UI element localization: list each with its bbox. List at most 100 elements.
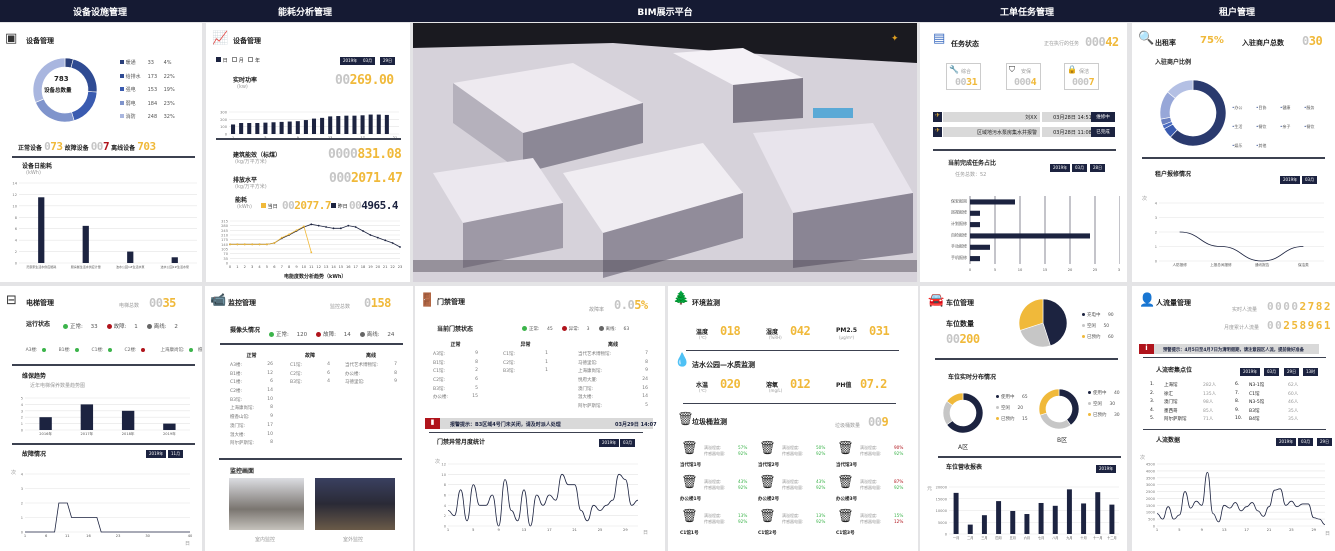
elevator-item[interactable]: 檀香山馆: [195,347,202,356]
elevator-item[interactable]: B1楼: [48,347,81,356]
maintenance-subtitle: 近年电梯保养数量趋势图 [30,383,86,389]
access-alert-text: 报警提示：B3区域4号门未关闭，请及时派人处理 [450,422,561,428]
day-select[interactable]: 29日 [1284,368,1300,376]
bim-3d-model[interactable]: ✦ [413,23,917,282]
day-select[interactable]: 29日 [1317,438,1333,446]
hour-select[interactable]: 13时 [1303,368,1319,376]
period-day[interactable]: 日 [222,58,228,64]
bin-item[interactable]: 🗑 C1馆1号 满溢程度: 13% 传感器电量: 92% [680,509,748,536]
elevator-item[interactable]: C1楼: [81,347,114,356]
people-yunit: 次 [1140,455,1146,461]
month-select[interactable]: 03月 [1302,176,1318,184]
repair-title: 租户报修情况 [1155,171,1192,178]
bin-item[interactable]: 🗑 当代馆2号 满溢程度: 50% 传感器电量: 92% [758,441,826,468]
day-select[interactable]: 29日 [380,57,396,65]
run-status-title: 运行状态 [26,321,51,328]
year-select[interactable]: 2019年 [1276,438,1297,446]
data-point [310,251,313,254]
monitor-total-label: 监控总数 [330,304,351,310]
indoor-camera-feed[interactable] [229,478,304,530]
period-month[interactable]: 月 [238,58,244,64]
status-item: 离线: 2 [146,324,178,330]
year-select[interactable]: 2019年 [340,57,361,65]
revenue-bar-chart: 0 5000 10000 15000 20000 一月 二月 三月 四月 五月 六月 七月 八月 九月 十月… [936,486,1119,540]
normal-label: 正常设备 [18,145,43,152]
month-select[interactable]: 03月 [620,439,636,447]
legend-item: 已预约 60 [1082,334,1114,345]
efficiency-label: 建筑能效（标煤） [233,152,282,159]
x-tick-label: 40 [188,534,193,538]
daily-energy-unit: (kWh) [26,170,41,176]
bin-item[interactable]: 🗑 办公楼3号 满溢程度: 87% 传感器电量: 92% [836,475,904,502]
divider [12,443,195,445]
year-select[interactable]: 2019年 [1280,176,1301,184]
tenant-count: 030 [1302,34,1323,48]
consumption-unit: (kWh) [237,204,252,210]
y-tick-label: 4 [1155,202,1158,206]
tenant-panel: 🔍 出租率 75% 入驻商户总数 030 入驻商户比例 •办公 •目协 •健康 •服务… [1132,23,1335,282]
month-select[interactable]: 11月 [168,450,184,458]
month-select[interactable]: 03月 [1298,438,1314,446]
year-select[interactable]: 2019年 [599,439,620,447]
section-title-energy: 能耗分析管理 [277,8,333,18]
status-row: 悦府大厦: 24 [578,377,648,384]
bim-viewport[interactable]: ✦ [413,23,917,282]
efficiency-value: 0000831.08 [328,147,402,162]
data-point [347,224,350,227]
card-cleaning[interactable]: 🔒 保洁 0007 [1064,63,1099,90]
device-legend-item: 消防 248 32% [120,113,175,127]
zone-b-label: B区 [1057,437,1068,444]
period-year[interactable]: 年 [255,58,261,64]
x-tick-label: 13 [324,265,329,269]
status-row: C2馆: 6 [433,377,478,384]
year-select[interactable]: 2019年 [146,450,167,458]
elevator-item[interactable]: 上海康尚馆: [147,347,195,356]
y-tick-label: 计划报修 [951,220,967,226]
car-icon: 🚘 [928,293,945,308]
checkbox-year[interactable] [248,57,254,62]
tenant-legend-item: •目协 [1256,105,1267,110]
trash-bin-icon: 🗑 [759,441,776,456]
card-security[interactable]: ⛉ 安保 0004 [1006,63,1041,90]
outdoor-camera-feed[interactable] [315,478,395,530]
year-select[interactable]: 2019年 [1240,368,1261,376]
checkbox-day[interactable] [216,57,221,62]
parking-count: 00200 [946,332,980,346]
divider [220,343,403,345]
y-tick-label: 4 [21,473,24,477]
checkbox-month[interactable] [232,57,238,62]
bar [80,404,94,430]
elevator-icon: ⊟ [6,293,17,308]
bin-item[interactable]: 🗑 办公楼2号 满溢程度: 43% 传感器电量: 92% [758,475,826,502]
alert-door-icon: ▮ [425,418,440,429]
month-select[interactable]: 03月 [360,57,376,65]
status-row: 马德里馆: 9 [345,379,397,386]
year-select[interactable]: 2019年 [1050,164,1071,172]
y-tick-label: 8 [444,483,447,487]
day-select[interactable]: 28日 [1090,164,1106,172]
year-select[interactable]: 2019年 [1096,465,1117,473]
month-select[interactable]: 03月 [1264,368,1280,376]
bin-item[interactable]: 🗑 当代馆3号 满溢程度: 90% 传感器电量: 92% [836,441,904,468]
bin-item[interactable]: 🗑 当代馆1号 满溢程度: 57% 传感器电量: 92% [680,441,748,468]
trash-bin-icon: 🗑 [681,441,698,456]
x-tick-label: 1 [236,265,238,269]
tenant-legend-item: •办公 [1232,105,1243,110]
people-alert-bar[interactable]: i 预警提示：4月5日至4月7日为清明假期，请注意园区人流，提前做好准备 [1139,344,1319,354]
status-item: 离线: 24 [359,332,394,338]
bin-item[interactable]: 🗑 C1馆3号 满溢程度: 15% 传感器电量: 12% [836,509,904,536]
card-general[interactable]: 🔧 综合 0031 [946,63,981,90]
bin-item[interactable]: 🗑 C1馆2号 满溢程度: 13% 传感器电量: 92% [758,509,826,536]
x-tick-label: 2016年 [39,431,52,436]
y-tick-label: 3 [21,487,23,491]
task-row[interactable]: ✈ 刘XX 03月28日 14:51 维修中 [933,112,1115,122]
elevator-item[interactable]: A3楼: [15,347,48,356]
task-row[interactable]: ✈ 区域地污水泵房集水井报警 03月28日 11:08 已完成 [933,127,1115,137]
elevator-item[interactable]: C2楼: [114,347,147,356]
bin-item[interactable]: 🗑 办公楼1号 满溢程度: 43% 传感器电量: 92% [680,475,748,502]
month-select[interactable]: 03月 [1072,164,1088,172]
period-toggle[interactable]: 日 月 年 [216,57,260,64]
status-row: B1楼: 12 [230,370,273,377]
device-donut-slice [35,98,75,123]
access-alert-bar[interactable]: ▮ 报警提示：B3区域4号门未关闭，请及时派人处理 03月29日 14:07 [425,418,657,429]
